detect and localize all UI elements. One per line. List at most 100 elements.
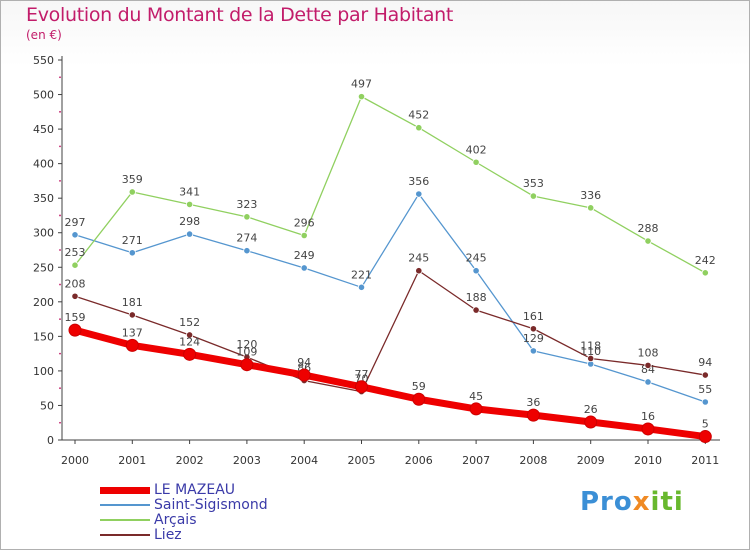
y-minor-dot	[59, 318, 61, 320]
data-label: 94	[297, 356, 311, 369]
data-label: 298	[179, 215, 200, 228]
data-label: 45	[469, 390, 483, 403]
data-label: 161	[523, 310, 544, 323]
legend-swatch	[100, 487, 150, 494]
y-tick-label: 450	[33, 123, 54, 136]
data-label: 208	[65, 277, 86, 290]
data-point	[587, 204, 595, 212]
data-label: 188	[466, 291, 487, 304]
data-label: 245	[466, 252, 487, 265]
data-label: 497	[351, 78, 372, 91]
data-point	[472, 306, 480, 314]
x-tick-label: 2010	[634, 454, 662, 467]
data-point	[641, 422, 655, 436]
x-tick-label: 2006	[405, 454, 433, 467]
data-label: 323	[236, 198, 257, 211]
x-tick-label: 2011	[691, 454, 719, 467]
data-label: 353	[523, 177, 544, 190]
data-label: 452	[408, 109, 429, 122]
data-label: 129	[523, 332, 544, 345]
data-label: 152	[179, 316, 200, 329]
data-label: 249	[294, 249, 315, 262]
data-label: 297	[65, 216, 86, 229]
y-tick-label: 200	[33, 296, 54, 309]
y-tick-label: 50	[40, 399, 54, 412]
data-label: 271	[122, 234, 143, 247]
data-point	[472, 267, 480, 275]
data-label: 59	[412, 380, 426, 393]
x-tick-label: 2008	[519, 454, 547, 467]
data-point	[529, 192, 538, 200]
data-label: 296	[294, 216, 315, 229]
data-label: 118	[580, 339, 601, 352]
x-tick-label: 2003	[233, 454, 261, 467]
data-label: 274	[236, 232, 257, 245]
data-point	[300, 231, 308, 240]
y-minor-dot	[59, 76, 61, 79]
chart-title: Evolution du Montant de la Dette par Hab…	[26, 4, 454, 26]
data-point	[183, 347, 197, 361]
series-line-2	[74, 95, 706, 274]
series-line-0	[71, 326, 709, 441]
y-tick-label: 550	[33, 54, 54, 67]
y-tick-label: 350	[33, 192, 54, 205]
x-tick-label: 2001	[118, 454, 146, 467]
data-point	[68, 323, 82, 337]
x-tick-label: 2009	[577, 454, 605, 467]
y-minor-dot	[59, 145, 61, 148]
data-label: 181	[122, 296, 143, 309]
data-point	[240, 358, 254, 372]
data-point	[355, 380, 368, 394]
data-point	[71, 292, 79, 300]
data-point	[529, 347, 538, 355]
data-point	[125, 338, 139, 352]
data-point	[186, 331, 194, 339]
x-tick-label: 2007	[462, 454, 490, 467]
data-label: 77	[355, 368, 369, 381]
data-label: 288	[638, 222, 659, 235]
data-label: 124	[179, 335, 200, 348]
data-point	[698, 430, 712, 444]
legend-label: Saint-Sigismond	[154, 497, 268, 513]
legend-swatch	[100, 534, 150, 536]
data-label: 245	[408, 252, 429, 265]
data-label: 36	[526, 396, 540, 409]
data-point	[300, 264, 308, 272]
data-label: 94	[698, 356, 712, 369]
data-label: 221	[351, 268, 372, 281]
y-tick-label: 500	[33, 89, 54, 102]
y-minor-dot	[59, 283, 61, 286]
data-point	[412, 392, 426, 406]
data-point	[357, 93, 366, 101]
data-label: 5	[702, 418, 709, 431]
data-point	[526, 408, 540, 422]
x-tick-label: 2005	[348, 454, 376, 467]
data-point	[128, 249, 136, 257]
data-label: 109	[236, 346, 257, 359]
y-minor-dot	[59, 421, 61, 424]
data-label: 359	[122, 173, 143, 186]
data-point	[71, 261, 79, 269]
y-minor-dot	[59, 214, 61, 217]
data-point	[357, 283, 366, 291]
data-point	[243, 247, 251, 255]
legend-label: Liez	[154, 527, 182, 543]
data-point	[701, 269, 709, 277]
series-line-1	[74, 193, 706, 403]
data-point	[415, 267, 423, 275]
y-tick-label: 250	[33, 261, 54, 274]
data-label: 253	[65, 246, 86, 259]
legend-swatch	[100, 519, 150, 521]
y-minor-dot	[59, 249, 61, 251]
data-point	[472, 158, 480, 166]
data-point	[587, 354, 595, 363]
data-label: 55	[698, 383, 712, 396]
data-label: 242	[695, 254, 716, 267]
data-point	[415, 124, 423, 132]
data-label: 402	[466, 143, 487, 156]
data-point	[128, 188, 136, 196]
data-label: 341	[179, 185, 200, 198]
data-label: 110	[580, 345, 601, 358]
